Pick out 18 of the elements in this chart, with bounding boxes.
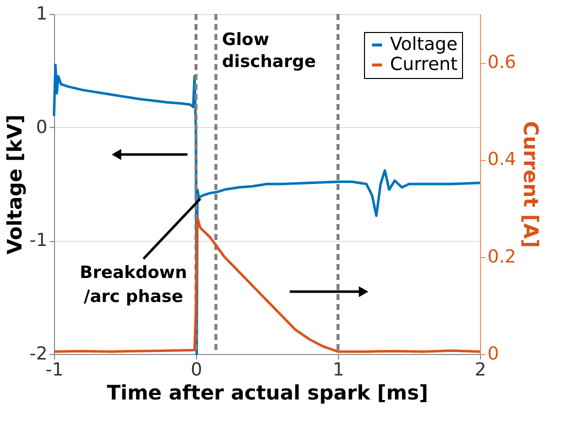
x-tick-label: 0 (190, 360, 202, 380)
legend-label: Voltage (390, 34, 458, 55)
y2-axis-title: Current [A] (519, 121, 544, 248)
y-tick-label: 1 (36, 4, 48, 24)
y2-tick-label: 0.2 (488, 246, 516, 268)
y-axis-title: Voltage [kV] (2, 114, 27, 254)
annotation: Breakdown /arc phase (80, 262, 188, 307)
y-tick-label: 0 (36, 116, 48, 138)
y2-tick-label: 0.6 (488, 52, 516, 74)
y-tick-label: -1 (30, 230, 48, 252)
x-tick-label: 1 (332, 360, 344, 380)
x-axis-title: Time after actual spark [ms] (106, 380, 428, 404)
x-tick-label: 2 (474, 360, 486, 380)
y-tick-label: -2 (30, 344, 48, 364)
y2-tick-label: 0.4 (488, 149, 516, 170)
y2-tick-label: 0 (488, 344, 499, 364)
annotation: Glow discharge (222, 30, 316, 72)
legend-label: Current (390, 54, 458, 75)
